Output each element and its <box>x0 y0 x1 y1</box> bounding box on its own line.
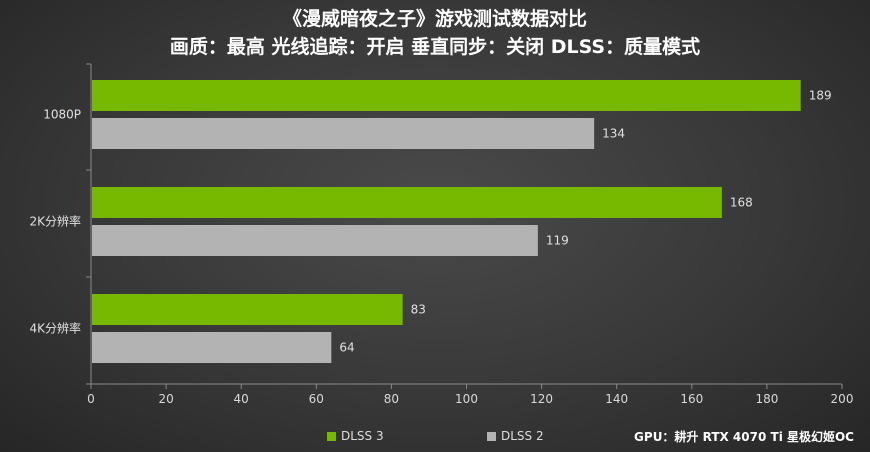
category-label-1: 2K分辨率 <box>29 214 81 229</box>
x-tick-label-3: 60 <box>309 392 324 406</box>
chart-title: 《漫威暗夜之子》游戏测试数据对比 <box>282 8 587 30</box>
bar-0-0 <box>92 80 801 111</box>
data-label-0-1: 168 <box>730 196 753 210</box>
category-label-2: 4K分辨率 <box>29 321 81 336</box>
bar-1-0 <box>92 118 595 149</box>
legend-label-dlss3: DLSS 3 <box>341 429 384 443</box>
x-tick-label-4: 80 <box>384 392 399 406</box>
data-label-1-2: 64 <box>339 341 354 355</box>
x-tick-label-8: 160 <box>680 392 703 406</box>
category-label-0: 1080P <box>43 108 81 122</box>
legend-swatch-dlss2 <box>487 431 496 441</box>
bar-1-1 <box>92 225 538 256</box>
data-label-0-2: 83 <box>411 303 426 317</box>
bar-0-2 <box>92 294 403 325</box>
x-tick-label-5: 100 <box>455 392 478 406</box>
x-tick-label-2: 40 <box>234 392 249 406</box>
bar-0-1 <box>92 187 722 218</box>
legend-item-dlss3: DLSS 3 <box>327 429 384 443</box>
legend-item-dlss2: DLSS 2 <box>487 429 544 443</box>
bar-1-2 <box>92 332 332 363</box>
legend-label-dlss2: DLSS 2 <box>501 429 544 443</box>
x-tick-label-9: 180 <box>755 392 778 406</box>
x-tick-label-6: 120 <box>530 392 553 406</box>
x-tick-label-0: 0 <box>87 392 95 406</box>
gpu-note: GPU：耕升 RTX 4070 Ti 星极幻姬OC <box>634 430 854 444</box>
x-tick-label-10: 200 <box>831 392 854 406</box>
x-tick-label-7: 140 <box>605 392 628 406</box>
data-label-0-0: 189 <box>809 89 832 103</box>
data-label-1-1: 119 <box>546 234 569 248</box>
data-label-1-0: 134 <box>602 127 625 141</box>
legend-swatch-dlss3 <box>327 431 336 441</box>
chart-subtitle: 画质：最高 光线追踪：开启 垂直同步：关闭 DLSS：质量模式 <box>169 36 701 58</box>
x-tick-label-1: 20 <box>158 392 173 406</box>
